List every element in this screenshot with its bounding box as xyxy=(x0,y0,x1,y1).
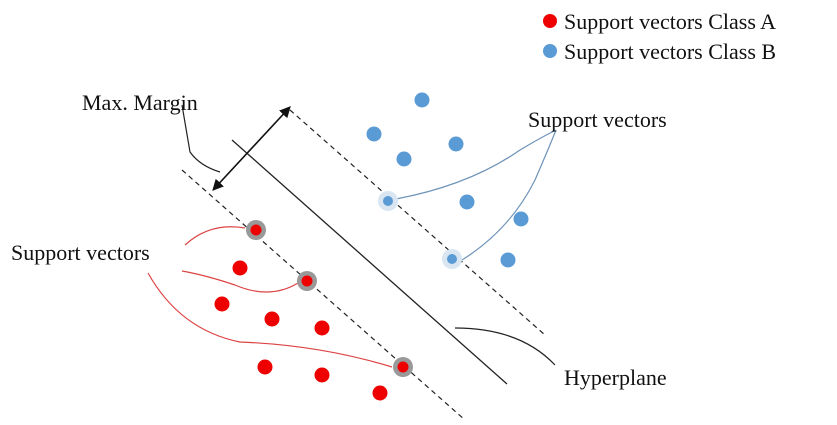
class-a-point xyxy=(214,296,230,312)
hyperplane-pointer xyxy=(454,327,556,366)
margin-line-lower xyxy=(181,169,466,421)
hyperplane-label: Hyperplane xyxy=(564,365,667,390)
support-vectors-label-left: Support vectors xyxy=(11,240,150,265)
class-b-point xyxy=(500,252,516,268)
class-b-points xyxy=(366,92,529,268)
class-b-point xyxy=(414,92,430,108)
callout-a-3 xyxy=(147,272,393,368)
class-a-points xyxy=(214,260,388,401)
callout-b-2 xyxy=(461,129,557,261)
class-a-point xyxy=(232,260,248,276)
hyperplane-line xyxy=(231,139,508,385)
class-b-point xyxy=(459,194,475,210)
class-a-point xyxy=(257,359,273,375)
callout-a-1 xyxy=(184,226,246,246)
class-a-support-point xyxy=(301,275,313,287)
legend-class-b-marker xyxy=(543,44,557,58)
legend-class-a-marker xyxy=(543,14,557,28)
margin-line-upper xyxy=(289,109,546,336)
legend-class-a-label: Support vectors Class A xyxy=(564,9,776,34)
class-a-point xyxy=(264,311,280,327)
class-a-point xyxy=(314,320,330,336)
class-b-support-vectors xyxy=(378,191,462,269)
max-margin-arrow xyxy=(212,106,291,191)
class-b-support-point xyxy=(447,254,457,264)
legend: Support vectors Class A Support vectors … xyxy=(543,9,776,64)
class-b-point xyxy=(513,211,529,227)
class-b-point xyxy=(366,126,382,142)
class-a-support-point xyxy=(397,361,409,373)
class-a-point xyxy=(314,367,330,383)
callout-a-2 xyxy=(181,270,299,293)
callout-b-1 xyxy=(395,129,557,200)
class-b-point xyxy=(448,136,464,152)
class-a-support-point xyxy=(250,224,262,236)
support-vectors-label-right: Support vectors xyxy=(528,107,667,132)
class-a-point xyxy=(372,385,388,401)
class-b-support-point xyxy=(383,196,393,206)
max-margin-pointer xyxy=(181,104,221,173)
class-a-support-vectors xyxy=(246,220,413,377)
max-margin-label: Max. Margin xyxy=(82,90,198,115)
class-b-point xyxy=(396,151,412,167)
legend-class-b-label: Support vectors Class B xyxy=(564,39,776,64)
